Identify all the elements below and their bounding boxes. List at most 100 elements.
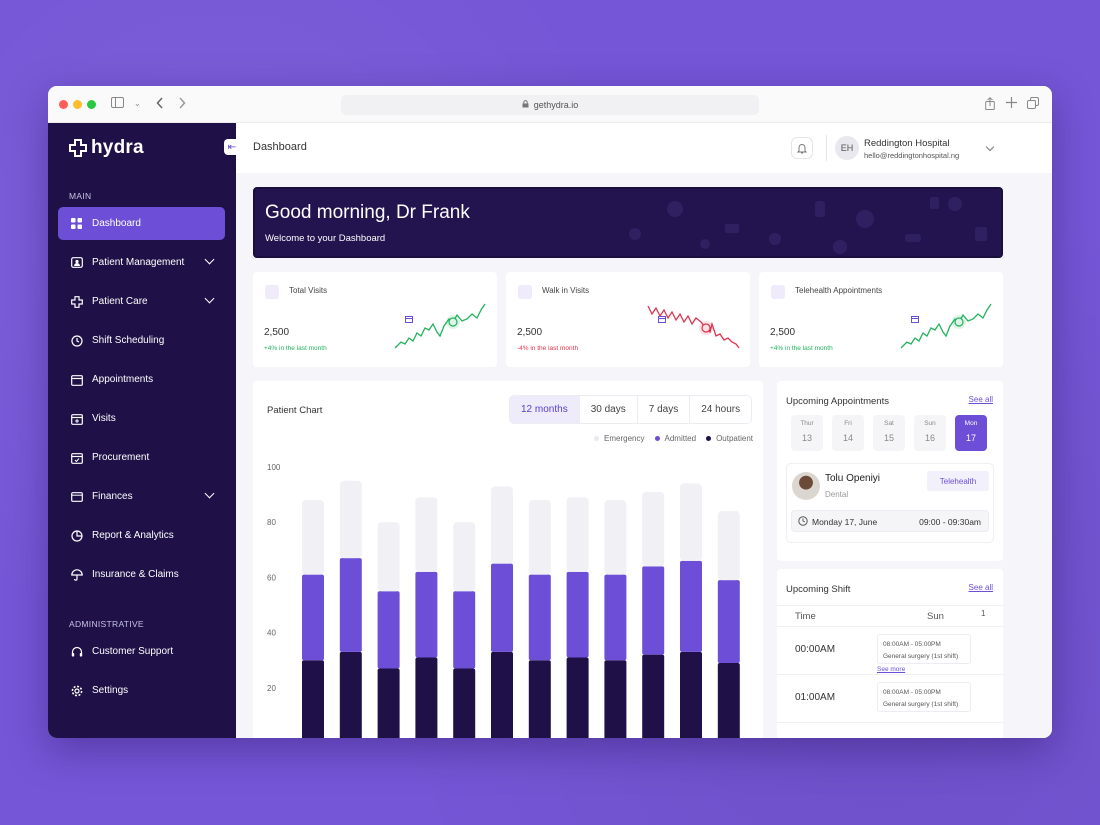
welcome-banner: Good morning, Dr Frank Welcome to your D… — [253, 187, 1003, 258]
bar-emergency-10[interactable] — [642, 491, 665, 567]
sidebar-toggle-icon[interactable] — [111, 97, 124, 111]
bar-outpatient-5[interactable] — [453, 668, 476, 738]
tabs-overview-icon[interactable] — [1027, 97, 1039, 112]
clock-icon — [70, 334, 83, 347]
bar-admitted-3[interactable] — [377, 591, 400, 669]
section-label-main: MAIN — [69, 191, 92, 201]
bar-emergency-6[interactable] — [491, 486, 513, 564]
day-picker-sat[interactable]: Sat 15 — [873, 415, 905, 451]
stat-change: +4% in the last month — [770, 345, 833, 352]
see-more-link[interactable]: See more — [877, 666, 906, 673]
bar-admitted-7[interactable] — [528, 574, 551, 661]
address-bar[interactable]: gethydra.io — [341, 95, 759, 115]
bar-emergency-5[interactable] — [453, 522, 476, 592]
bar-emergency-12[interactable] — [717, 511, 740, 581]
day-picker-fri[interactable]: Fri 14 — [832, 415, 864, 451]
bar-admitted-6[interactable] — [491, 563, 513, 652]
shift-block[interactable]: 08:00AM - 05:00PM General surgery (1st s… — [877, 682, 971, 712]
bar-admitted-9[interactable] — [604, 574, 627, 661]
day-number: 14 — [842, 433, 853, 443]
bar-admitted-2[interactable] — [339, 558, 362, 652]
notifications-button[interactable] — [791, 137, 813, 159]
bar-outpatient-12[interactable] — [717, 662, 740, 738]
stat-card-total-visits[interactable]: Total Visits 2,500 +4% in the last month — [253, 272, 497, 367]
shift-block[interactable]: 08:00AM - 05:00PM General surgery (1st s… — [877, 634, 971, 664]
sidebar-item-report-analytics[interactable]: Report & Analytics — [58, 519, 225, 552]
bar-emergency-11[interactable] — [680, 483, 702, 561]
sidebar-item-patient-care[interactable]: Patient Care — [58, 285, 225, 318]
stat-card-walk-in-visits[interactable]: Walk in Visits 2,500 -4% in the last mon… — [506, 272, 750, 367]
sidebar-item-customer-support[interactable]: Customer Support — [58, 635, 225, 668]
sidebar-item-finances[interactable]: Finances — [58, 480, 225, 513]
bar-outpatient-6[interactable] — [491, 651, 513, 738]
bar-emergency-4[interactable] — [415, 497, 438, 572]
sparkline-up — [394, 303, 486, 349]
bar-emergency-7[interactable] — [528, 500, 551, 575]
maximize-window-button[interactable] — [87, 100, 96, 109]
tab-7-days[interactable]: 7 days — [636, 396, 689, 423]
bar-admitted-11[interactable] — [680, 560, 702, 652]
appointments-see-all-link[interactable]: See all — [968, 395, 993, 404]
tab-12-months[interactable]: 12 months — [510, 396, 579, 423]
day-picker-thur[interactable]: Thur 13 — [791, 415, 823, 451]
sidebar-item-dashboard[interactable]: Dashboard — [58, 207, 225, 240]
bar-outpatient-8[interactable] — [566, 657, 589, 738]
pie-chart-icon — [70, 529, 83, 542]
bar-admitted-5[interactable] — [453, 591, 476, 669]
day-picker-sun[interactable]: Sun 16 — [914, 415, 946, 451]
section-label-administrative: ADMINISTRATIVE — [69, 619, 144, 629]
avatar[interactable]: EH — [835, 136, 859, 160]
time-range-tabs: 12 months 30 days 7 days 24 hours — [509, 395, 753, 424]
shift-see-all-link[interactable]: See all — [968, 583, 993, 592]
bar-admitted-1[interactable] — [302, 574, 324, 661]
calendar-add-icon — [70, 451, 83, 464]
day-name: Mon — [964, 420, 978, 427]
calendar-icon — [518, 285, 666, 323]
tab-24-hours[interactable]: 24 hours — [689, 396, 751, 423]
bar-outpatient-1[interactable] — [302, 660, 324, 738]
day-picker-mon[interactable]: Mon 17 — [955, 415, 987, 451]
bar-emergency-9[interactable] — [604, 500, 627, 575]
bar-admitted-12[interactable] — [717, 580, 740, 663]
bar-outpatient-3[interactable] — [377, 668, 400, 738]
bar-emergency-2[interactable] — [339, 480, 362, 559]
sidebar-item-procurement[interactable]: Procurement — [58, 441, 225, 474]
main-content: Dashboard EH Reddington Hospital hello@r… — [236, 123, 1052, 738]
app-logo[interactable]: hydra — [69, 137, 144, 159]
close-window-button[interactable] — [59, 100, 68, 109]
sidebar-item-appointments[interactable]: Appointments — [58, 363, 225, 396]
bar-outpatient-11[interactable] — [680, 651, 702, 738]
stat-card-telehealth-appointments[interactable]: Telehealth Appointments 2,500 +4% in the… — [759, 272, 1003, 367]
bar-outpatient-7[interactable] — [528, 660, 551, 738]
upcoming-appointments-card: Upcoming Appointments See all Thur 13 Fri 1… — [777, 381, 1003, 561]
bar-admitted-10[interactable] — [642, 566, 665, 655]
sidebar-item-visits[interactable]: Visits — [58, 402, 225, 435]
minimize-window-button[interactable] — [73, 100, 82, 109]
bar-emergency-3[interactable] — [377, 522, 400, 592]
sidebar-item-settings[interactable]: Settings — [58, 674, 225, 707]
stat-label: Total Visits — [289, 286, 328, 295]
appointment-item[interactable]: Tolu Openiyi Dental Telehealth Monday 17… — [786, 463, 994, 543]
new-tab-icon[interactable] — [1006, 97, 1017, 111]
bar-emergency-8[interactable] — [566, 497, 589, 572]
bar-outpatient-2[interactable] — [339, 651, 362, 738]
shift-row-time: 01:00AM — [795, 692, 836, 703]
y-tick-label: 60 — [267, 573, 276, 582]
bar-admitted-4[interactable] — [415, 571, 438, 658]
account-menu-chevron-icon[interactable] — [985, 142, 995, 152]
bar-outpatient-9[interactable] — [604, 660, 627, 738]
sidebar-item-shift-scheduling[interactable]: Shift Scheduling — [58, 324, 225, 357]
bar-outpatient-4[interactable] — [415, 657, 438, 738]
calendar-plus-icon — [70, 412, 83, 425]
forward-arrow-icon[interactable] — [178, 97, 186, 112]
y-tick-label: 20 — [267, 684, 276, 693]
bar-admitted-8[interactable] — [566, 571, 589, 658]
share-icon[interactable] — [985, 97, 995, 113]
tab-30-days[interactable]: 30 days — [578, 396, 637, 423]
bar-outpatient-10[interactable] — [642, 654, 665, 738]
chevron-down-icon[interactable]: ⌄ — [134, 99, 141, 108]
sidebar-item-insurance-claims[interactable]: Insurance & Claims — [58, 558, 225, 591]
sidebar-item-patient-management[interactable]: Patient Management — [58, 246, 225, 279]
bar-emergency-1[interactable] — [302, 500, 324, 575]
back-arrow-icon[interactable] — [156, 97, 164, 112]
